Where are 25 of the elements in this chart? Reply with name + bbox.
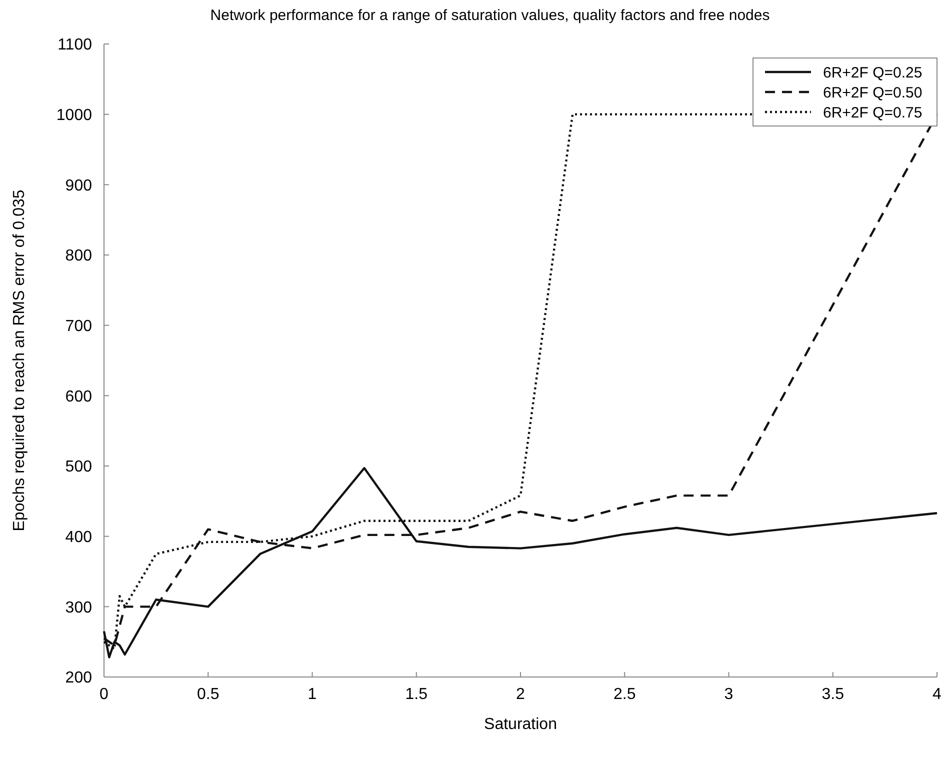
x-tick-label: 3.5 [822,686,844,703]
legend-label: 6R+2F Q=0.50 [823,84,922,102]
x-tick-label: 2 [516,686,526,703]
y-tick-label: 400 [65,528,92,546]
x-tick-label: 4 [932,686,942,703]
x-tick-label: 1 [308,686,317,703]
x-axis-title: Saturation [484,716,557,733]
y-tick-label: 800 [65,248,92,265]
x-tick-label: 1.5 [405,686,428,703]
x-tick-label: 3 [724,686,734,703]
y-tick-label: 1000 [56,106,92,124]
y-tick-label: 200 [65,670,92,687]
x-tick-label: 0.5 [197,686,220,703]
y-tick-label: 700 [65,318,92,335]
x-tick-label: 2.5 [614,686,636,703]
legend-label: 6R+2F Q=0.75 [823,104,922,122]
y-tick-label: 500 [65,458,92,476]
y-tick-label: 300 [65,599,92,616]
y-axis-title: Epochs required to reach an RMS error of 0.035 [11,190,28,532]
y-tick-label: 900 [65,177,92,194]
chart-title: Network performance for a range of saturation values, quality factors and free nodes [210,7,770,24]
y-tick-label: 1100 [58,36,92,54]
x-tick-label: 0 [100,686,109,703]
y-tick-label: 600 [65,388,92,406]
legend-label: 6R+2F Q=0.25 [823,64,922,82]
